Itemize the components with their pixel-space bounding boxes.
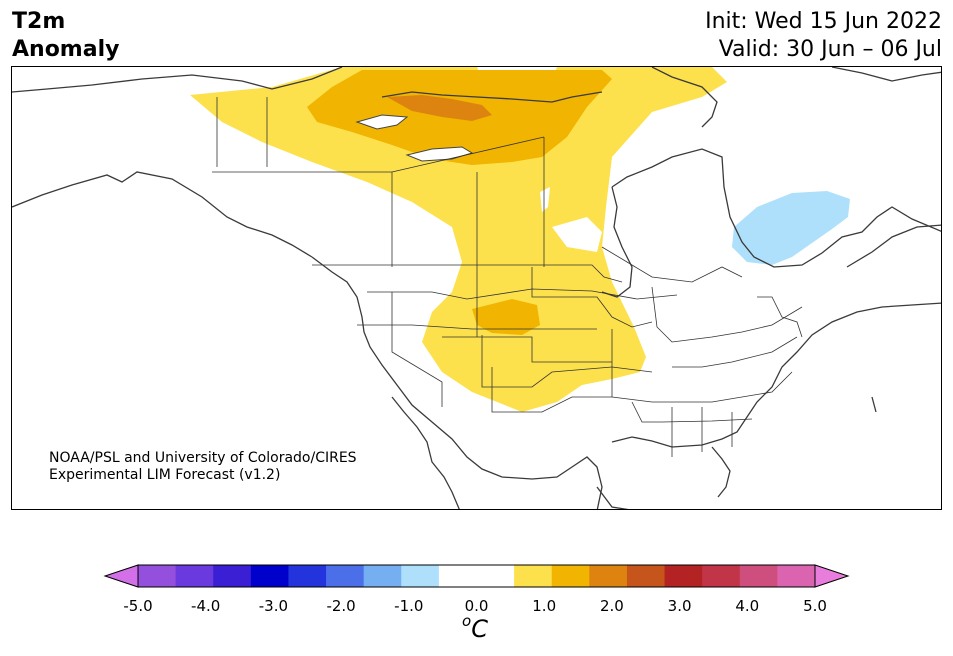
colorbar-tick-label: -4.0 (191, 597, 220, 615)
map-title: T2m Anomaly (12, 8, 119, 64)
colorbar-cell (739, 565, 778, 587)
colorbar-tick-label: -1.0 (394, 597, 423, 615)
anomaly-region-orange (387, 95, 492, 121)
credit-line-1: NOAA/PSL and University of Colorado/CIRE… (49, 450, 357, 466)
lake-winnipeg (540, 187, 550, 212)
colorbar-unit: oC (455, 612, 495, 643)
colorbar-tick-label: 3.0 (668, 597, 692, 615)
colorbar-outline (137, 564, 816, 588)
unit-degree-symbol: o (462, 612, 472, 630)
lake-gap (552, 217, 602, 252)
colorbar-ticks: -5.0 -4.0 -3.0 -2.0 -1.0 0.0 1.0 2.0 3.0 4.0 5.0 (123, 597, 827, 615)
colorbar-tick-label: -3.0 (259, 597, 288, 615)
colorbar-cell (589, 565, 628, 587)
colorbar-cell (664, 565, 703, 587)
colorbar-cell (476, 565, 515, 587)
colorbar-cell (326, 565, 365, 587)
colorbar-tick-label: 4.0 (735, 597, 759, 615)
credit-text: NOAA/PSL and University of Colorado/CIRE… (49, 450, 357, 484)
colorbar-tick-label: 2.0 (600, 597, 624, 615)
colorbar-tick-label: -5.0 (123, 597, 152, 615)
coastlines (12, 67, 941, 509)
colorbar-tick-label: -2.0 (326, 597, 355, 615)
anomaly-region-gold-plains (472, 299, 540, 335)
colorbar-right-arrow (814, 564, 850, 588)
colorbar-cell (401, 565, 440, 587)
map-canvas (12, 67, 941, 509)
credit-line-2: Experimental LIM Forecast (v1.2) (49, 467, 281, 483)
colorbar-cell (288, 565, 327, 587)
colorbar-cell (363, 565, 402, 587)
valid-dates: Valid: 30 Jun – 06 Jul (718, 37, 942, 62)
colorbar: -5.0 -4.0 -3.0 -2.0 -1.0 0.0 1.0 2.0 3.0 4.0 5.0 (103, 564, 850, 615)
anomaly-region-light-blue (732, 191, 850, 265)
colorbar-cells (138, 565, 816, 587)
colorbar-cell (213, 565, 252, 587)
colorbar-cell (438, 565, 477, 587)
title-line-2: Anomaly (12, 37, 120, 62)
colorbar-cell (702, 565, 741, 587)
colorbar-tick-label: 1.0 (532, 597, 556, 615)
unit-letter: C (471, 615, 488, 643)
title-line-1: T2m (12, 9, 66, 34)
forecast-dates: Init: Wed 15 Jun 2022 Valid: 30 Jun – 06… (705, 8, 942, 64)
colorbar-cell (250, 565, 289, 587)
colorbar-cell (175, 565, 214, 587)
colorbar-cell (551, 565, 590, 587)
colorbar-cell (514, 565, 553, 587)
anomaly-region-light-yellow (190, 67, 727, 412)
init-date: Init: Wed 15 Jun 2022 (705, 9, 942, 34)
anomaly-map (11, 66, 942, 510)
colorbar-cell (777, 565, 816, 587)
colorbar-left-arrow (103, 564, 139, 588)
colorbar-cell (138, 565, 177, 587)
great-bear-lake (355, 114, 409, 130)
colorbar-cell (626, 565, 666, 587)
political-boundaries (212, 97, 803, 457)
colorbar-tick-label: 0.0 (465, 597, 489, 615)
colorbar-tick-label: 5.0 (803, 597, 827, 615)
